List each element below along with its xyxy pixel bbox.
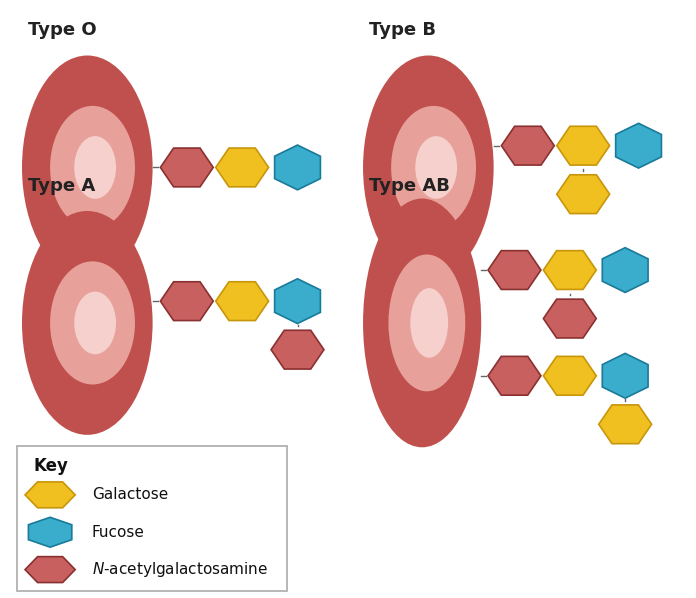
Polygon shape — [160, 148, 213, 187]
Polygon shape — [557, 126, 610, 165]
Text: Type AB: Type AB — [370, 177, 450, 195]
Text: Type O: Type O — [29, 22, 97, 39]
Polygon shape — [544, 356, 596, 395]
Ellipse shape — [74, 292, 116, 354]
Polygon shape — [216, 282, 269, 321]
Ellipse shape — [388, 255, 465, 391]
Polygon shape — [544, 251, 596, 289]
Polygon shape — [271, 330, 324, 369]
Ellipse shape — [22, 56, 152, 279]
Polygon shape — [616, 123, 661, 168]
Text: Type B: Type B — [370, 22, 436, 39]
Polygon shape — [216, 148, 269, 187]
Ellipse shape — [363, 199, 481, 447]
Polygon shape — [602, 248, 648, 292]
Polygon shape — [602, 353, 648, 398]
Polygon shape — [544, 299, 596, 338]
Ellipse shape — [391, 106, 476, 229]
Polygon shape — [25, 557, 75, 582]
Text: Galactose: Galactose — [92, 487, 168, 502]
Polygon shape — [25, 482, 75, 508]
FancyBboxPatch shape — [17, 446, 287, 591]
Polygon shape — [160, 282, 213, 321]
Text: Fucose: Fucose — [92, 524, 145, 540]
Ellipse shape — [363, 56, 493, 279]
Ellipse shape — [416, 136, 457, 199]
Ellipse shape — [22, 211, 152, 435]
Polygon shape — [501, 126, 554, 165]
Polygon shape — [599, 405, 651, 444]
Polygon shape — [488, 356, 541, 395]
Ellipse shape — [50, 261, 135, 385]
Polygon shape — [488, 251, 541, 289]
Text: Key: Key — [33, 457, 68, 475]
Ellipse shape — [50, 106, 135, 229]
Text: Type A: Type A — [29, 177, 95, 195]
Text: $N$-acetylgalactosamine: $N$-acetylgalactosamine — [92, 560, 268, 579]
Polygon shape — [557, 175, 610, 213]
Polygon shape — [29, 517, 72, 547]
Polygon shape — [275, 279, 320, 324]
Ellipse shape — [74, 136, 116, 199]
Ellipse shape — [411, 288, 448, 358]
Polygon shape — [275, 145, 320, 190]
